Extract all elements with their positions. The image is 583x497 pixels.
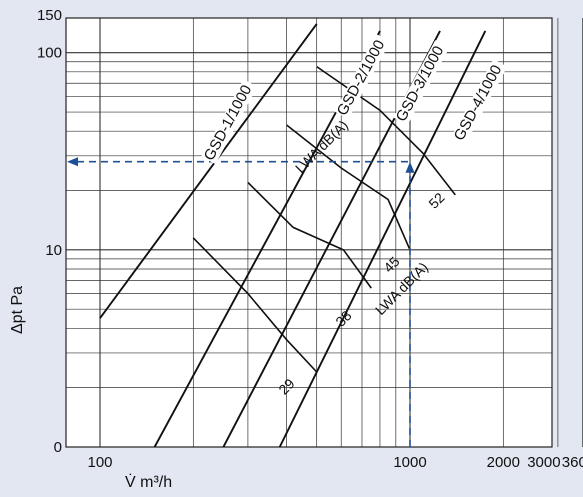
x-tick-label: 1000 — [393, 454, 426, 471]
plot-area — [66, 18, 552, 447]
y-tick-label: 150 — [37, 7, 62, 24]
series-line — [278, 30, 487, 447]
example-arrowhead-left — [67, 157, 78, 167]
y-tick-label: 0 — [54, 439, 62, 456]
example-reading — [67, 157, 415, 447]
curve-label-bg — [334, 34, 391, 120]
curve-label-bg — [451, 59, 508, 145]
plot-frame — [65, 17, 553, 448]
curve-label-bg — [393, 40, 450, 126]
x-tick-label: 2000 — [487, 454, 520, 471]
db-level-line — [247, 181, 372, 289]
y-tick-label: 10 — [45, 242, 62, 259]
db-level-line — [286, 124, 411, 251]
x-tick-label: 100 — [87, 454, 112, 471]
x-axis-label: V̇ m³/h — [125, 473, 172, 491]
curve-label-bg — [201, 79, 258, 165]
series-line — [99, 23, 318, 319]
db-level-line — [192, 237, 318, 373]
y-axis-label: Δpt Pa — [9, 286, 26, 334]
x-tick-label: 3000 — [527, 454, 560, 471]
example-arrowhead-up — [405, 161, 415, 173]
y-tick-label: 100 — [37, 45, 62, 62]
